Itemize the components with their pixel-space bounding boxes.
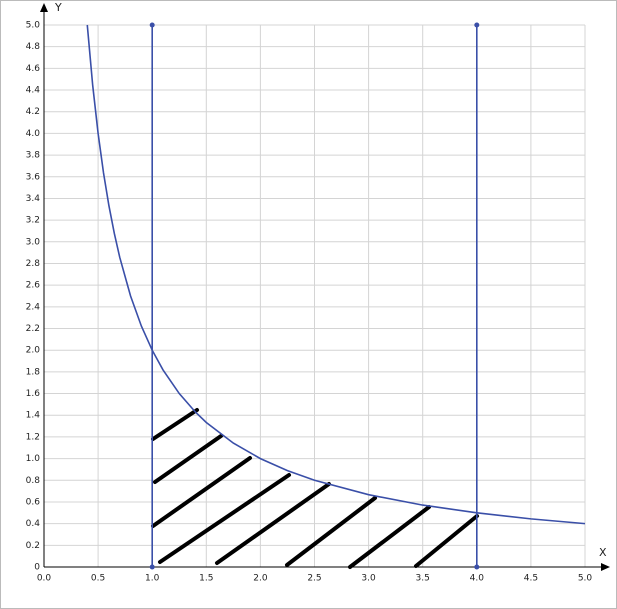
y-tick-label: 2.0 [26, 346, 41, 356]
point-marker [149, 22, 155, 28]
x-tick-label: 3.5 [416, 574, 430, 584]
y-tick-label: 4.8 [26, 42, 41, 52]
y-tick-label: 1.4 [26, 411, 41, 421]
x-tick-label: 0.0 [37, 574, 52, 584]
y-tick-label: 3.0 [26, 237, 41, 247]
point-marker [474, 22, 480, 28]
y-axis-arrow [40, 3, 48, 12]
y-tick-label: 4.6 [26, 64, 41, 74]
hatch-line [151, 408, 199, 441]
hatch-line [153, 434, 223, 484]
x-tick-label: 2.5 [307, 574, 321, 584]
y-tick-label: 2.8 [26, 259, 41, 269]
y-tick-label: 1.2 [26, 432, 40, 442]
y-tick-label: 0 [34, 563, 40, 573]
point-marker [474, 564, 480, 570]
hatch-line [285, 496, 377, 567]
y-tick-label: 0.4 [26, 519, 41, 529]
x-tick-label: 1.5 [199, 574, 213, 584]
y-tick-label: 1.8 [26, 367, 41, 377]
y-tick-label: 4.2 [26, 107, 40, 117]
x-tick-label: 0.5 [91, 574, 105, 584]
y-tick-label: 3.2 [26, 216, 40, 226]
x-tick-label: 5.0 [578, 574, 593, 584]
y-tick-label: 0.6 [26, 497, 41, 507]
hatch-line [158, 473, 291, 564]
y-tick-label: 3.4 [26, 194, 41, 204]
y-tick-label: 2.6 [26, 281, 41, 291]
y-tick-label: 0.8 [26, 476, 41, 486]
hatch-line [348, 505, 431, 569]
x-tick-label: 1.0 [145, 574, 160, 584]
x-tick-label: 2.0 [253, 574, 268, 584]
x-tick-label: 3.0 [361, 574, 376, 584]
y-tick-label: 3.6 [26, 172, 41, 182]
y-tick-label: 4.4 [26, 86, 41, 96]
y-axis-label: Y [54, 1, 62, 14]
x-tick-label: 4.5 [524, 574, 538, 584]
hatch-line [151, 456, 252, 528]
y-tick-label: 5.0 [26, 21, 41, 31]
y-tick-label: 3.8 [26, 151, 41, 161]
y-tick-label: 1.6 [26, 389, 41, 399]
x-axis-label: X [599, 546, 607, 559]
y-tick-label: 1.0 [26, 454, 41, 464]
y-tick-label: 2.4 [26, 302, 41, 312]
hatch-line [414, 514, 479, 568]
point-marker [149, 564, 155, 570]
x-axis-arrow [601, 563, 610, 571]
series-line [86, 24, 586, 525]
hatch-line [215, 482, 331, 565]
y-tick-label: 0.2 [26, 541, 40, 551]
x-tick-label: 4.0 [470, 574, 485, 584]
y-tick-label: 4.0 [26, 129, 41, 139]
y-tick-label: 2.2 [26, 324, 40, 334]
hatching [151, 408, 479, 569]
